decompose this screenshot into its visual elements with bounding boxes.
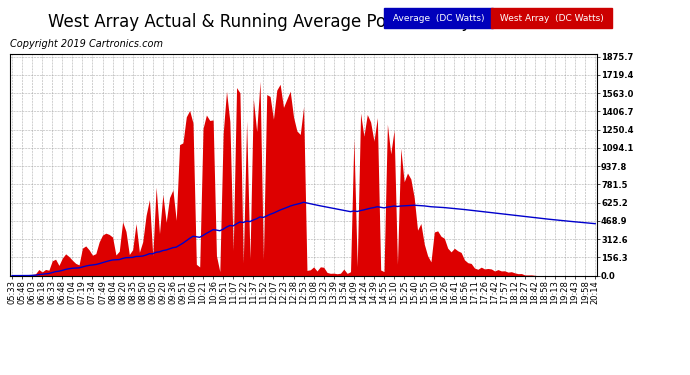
Text: West Array Actual & Running Average Power Wed Jun 5 20:21: West Array Actual & Running Average Powe…	[48, 13, 559, 31]
Text: Average  (DC Watts): Average (DC Watts)	[390, 14, 487, 23]
Text: Copyright 2019 Cartronics.com: Copyright 2019 Cartronics.com	[10, 39, 164, 50]
Text: West Array  (DC Watts): West Array (DC Watts)	[497, 14, 607, 23]
